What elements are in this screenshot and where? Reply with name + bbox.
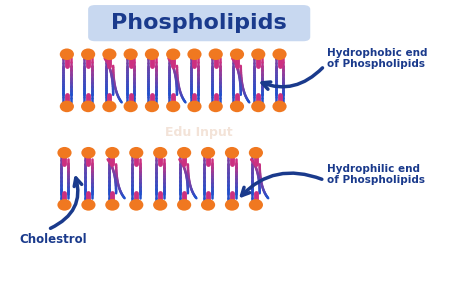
Ellipse shape — [177, 147, 191, 159]
Ellipse shape — [225, 199, 239, 211]
Ellipse shape — [273, 49, 287, 60]
Ellipse shape — [102, 101, 117, 112]
Ellipse shape — [145, 101, 159, 112]
Ellipse shape — [105, 147, 119, 159]
Ellipse shape — [187, 49, 201, 60]
Ellipse shape — [57, 199, 72, 211]
Text: Hydrophilic end
of Phospholipids: Hydrophilic end of Phospholipids — [327, 164, 425, 185]
Ellipse shape — [201, 147, 215, 159]
Ellipse shape — [209, 49, 223, 60]
Ellipse shape — [166, 101, 180, 112]
Text: Edu Input: Edu Input — [165, 126, 233, 139]
Text: Cholestrol: Cholestrol — [19, 233, 87, 246]
Ellipse shape — [153, 147, 167, 159]
Ellipse shape — [230, 49, 244, 60]
Ellipse shape — [102, 49, 117, 60]
Ellipse shape — [249, 199, 263, 211]
Ellipse shape — [153, 199, 167, 211]
Ellipse shape — [209, 101, 223, 112]
Ellipse shape — [81, 101, 95, 112]
Ellipse shape — [273, 101, 287, 112]
Ellipse shape — [201, 199, 215, 211]
Ellipse shape — [57, 147, 72, 159]
Ellipse shape — [82, 147, 96, 159]
Ellipse shape — [187, 101, 201, 112]
Ellipse shape — [81, 49, 95, 60]
Ellipse shape — [166, 49, 180, 60]
Text: Phospholipids: Phospholipids — [111, 13, 287, 33]
Ellipse shape — [124, 101, 138, 112]
Ellipse shape — [129, 147, 143, 159]
Ellipse shape — [60, 49, 74, 60]
Ellipse shape — [124, 49, 138, 60]
Ellipse shape — [225, 147, 239, 159]
Ellipse shape — [177, 199, 191, 211]
Ellipse shape — [129, 199, 143, 211]
Ellipse shape — [82, 199, 96, 211]
Ellipse shape — [145, 49, 159, 60]
Ellipse shape — [60, 101, 74, 112]
Ellipse shape — [249, 147, 263, 159]
Text: Hydrophobic end
of Phospholipids: Hydrophobic end of Phospholipids — [327, 48, 427, 70]
Ellipse shape — [251, 49, 265, 60]
FancyBboxPatch shape — [88, 5, 310, 41]
Ellipse shape — [105, 199, 119, 211]
Ellipse shape — [230, 101, 244, 112]
Ellipse shape — [251, 101, 265, 112]
